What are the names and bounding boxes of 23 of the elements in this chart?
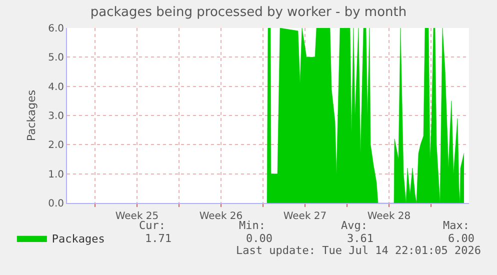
y-tick-label: 1.0 xyxy=(48,169,64,180)
text: Min: xyxy=(239,219,266,232)
text: Avg: xyxy=(341,219,368,232)
text: Last update: Tue Jul 14 22:01:05 2026 xyxy=(236,244,482,257)
legend-label: Packages xyxy=(52,232,105,246)
y-tick-label: 3.0 xyxy=(48,111,64,122)
y-axis-title: Packages xyxy=(25,90,38,142)
y-tick-label: 2.0 xyxy=(48,140,64,152)
text: 0.00 xyxy=(246,232,272,245)
y-tick-label: 4.0 xyxy=(48,82,64,93)
text: Cur: xyxy=(139,219,166,232)
y-tick-label: 5.0 xyxy=(48,52,64,64)
y-tick-label: 6.0 xyxy=(48,24,64,34)
text: 3.61 xyxy=(347,232,374,245)
chart-title: packages being processed by worker - by month xyxy=(90,4,407,20)
text: 6.00 xyxy=(448,232,474,245)
x-tick-label: Week 28 xyxy=(367,211,411,222)
y-tick-label: 0.0 xyxy=(48,198,64,210)
x-tick-label: Week 25 xyxy=(115,211,159,222)
x-tick-label: Week 26 xyxy=(199,211,243,222)
x-tick-label: Week 27 xyxy=(283,211,327,222)
text: Max: xyxy=(443,219,470,232)
text: 1.71 xyxy=(145,232,172,245)
